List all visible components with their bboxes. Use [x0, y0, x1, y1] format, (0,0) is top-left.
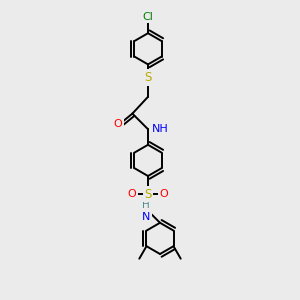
Text: S: S — [144, 71, 152, 84]
Text: H: H — [142, 200, 150, 210]
Text: N: N — [142, 212, 150, 222]
Text: O: O — [128, 189, 136, 199]
Text: O: O — [114, 119, 123, 129]
Text: S: S — [144, 188, 152, 200]
Text: O: O — [160, 189, 168, 199]
Text: Cl: Cl — [142, 12, 153, 22]
Text: NH: NH — [152, 124, 169, 134]
